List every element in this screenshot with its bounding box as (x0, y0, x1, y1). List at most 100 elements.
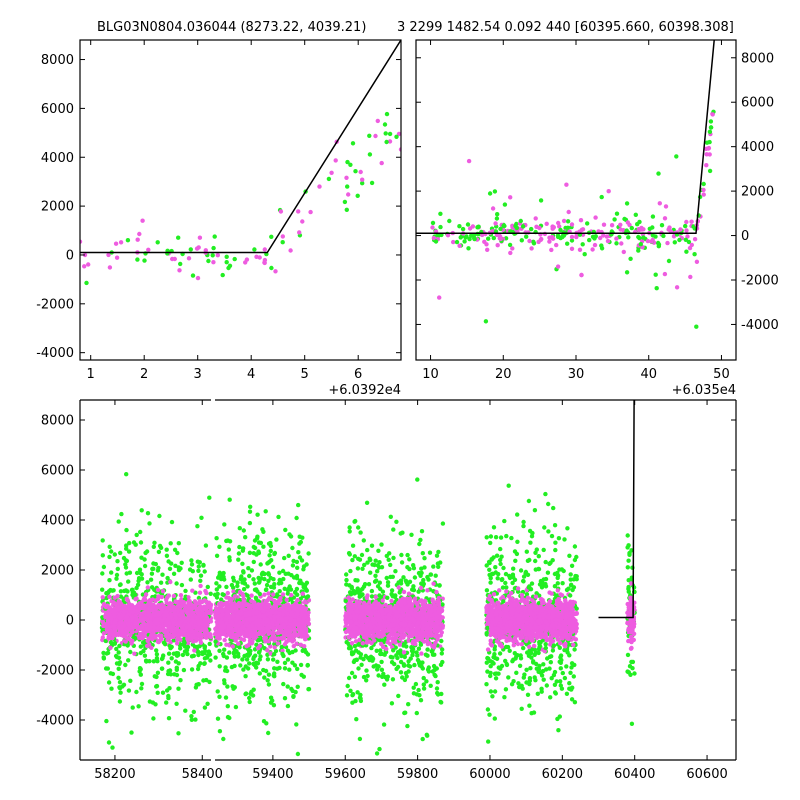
data-point-green (176, 235, 181, 240)
data-point-green (296, 550, 301, 555)
data-point-green (188, 247, 193, 252)
data-point-green (256, 549, 261, 554)
data-point-magenta (283, 629, 289, 634)
data-point-magenta (662, 216, 668, 221)
data-point-green (214, 581, 219, 586)
data-point-green (117, 582, 123, 588)
data-point-green (152, 540, 157, 545)
data-point-magenta (298, 642, 303, 647)
data-point-green (171, 638, 177, 643)
data-point-green (272, 582, 277, 587)
data-point-magenta (166, 593, 171, 598)
data-point-green (641, 235, 646, 240)
data-point-magenta (185, 635, 191, 640)
data-point-magenta (200, 627, 205, 632)
data-point-green (266, 730, 271, 736)
data-point-magenta (564, 182, 569, 187)
data-point-green (227, 555, 232, 560)
data-point-green (369, 180, 375, 186)
data-point-magenta (437, 295, 442, 300)
data-point-magenta (263, 605, 268, 610)
data-point-green (519, 238, 524, 243)
data-point-magenta (241, 637, 247, 643)
x-tick-label: 3 (194, 367, 202, 382)
x-tick-label: 10 (422, 367, 439, 382)
x-tick-label: 4 (247, 367, 255, 382)
data-point-green (261, 719, 267, 724)
data-point-green (458, 235, 463, 240)
data-point-green (686, 239, 692, 245)
data-point-magenta (197, 235, 203, 240)
data-point-green (142, 563, 148, 569)
data-point-magenta (132, 651, 137, 656)
data-point-green (462, 239, 467, 244)
data-point-green (290, 660, 295, 665)
data-point-magenta (508, 250, 513, 256)
data-point-green (106, 740, 112, 745)
data-point-green (124, 543, 129, 548)
data-point-green (405, 723, 410, 729)
data-point-magenta (154, 612, 159, 617)
data-point-magenta (569, 234, 575, 240)
x-offset-label: +6.035e4 (672, 383, 736, 398)
data-point-magenta (146, 247, 151, 252)
data-point-magenta (250, 617, 255, 622)
data-point-green (174, 672, 180, 678)
data-point-magenta (223, 617, 229, 622)
data-point-green (155, 240, 160, 245)
data-point-magenta (230, 635, 235, 640)
data-point-green (109, 549, 114, 554)
data-point-green (121, 682, 127, 687)
data-point-green (271, 703, 277, 708)
data-point-magenta (430, 225, 435, 230)
data-point-magenta (211, 260, 216, 265)
data-point-green (207, 679, 212, 685)
data-point-green (151, 659, 156, 664)
data-point-green (155, 690, 160, 695)
data-point-magenta (208, 634, 213, 640)
data-point-magenta (692, 237, 698, 242)
data-point-magenta (248, 603, 253, 608)
y-tick-label: 0 (66, 248, 74, 263)
data-point-magenta (130, 615, 135, 620)
data-point-magenta (163, 633, 169, 638)
data-point-green (247, 699, 252, 705)
data-point-magenta (283, 616, 289, 621)
data-point-magenta (248, 607, 253, 612)
data-point-green (151, 561, 156, 566)
data-point-magenta (609, 223, 615, 228)
data-point-green (247, 550, 253, 555)
data-point-green (707, 168, 713, 174)
data-point-green (202, 661, 207, 666)
data-point-green (236, 551, 242, 556)
data-point-magenta (203, 248, 208, 253)
data-point-magenta (155, 605, 160, 610)
data-point-magenta (701, 187, 706, 193)
x-offset-label: +6.0392e4 (328, 383, 401, 398)
data-point-magenta (82, 264, 87, 269)
data-point-green (154, 656, 160, 661)
data-point-green (622, 216, 627, 222)
data-point-green (249, 689, 254, 694)
data-point-green (176, 541, 181, 546)
data-point-green (196, 682, 201, 687)
data-point-magenta (490, 206, 496, 211)
data-point-green (269, 234, 274, 239)
data-point-green (299, 558, 305, 563)
data-point-magenta (189, 628, 194, 634)
data-point-magenta (555, 264, 561, 269)
data-point-green (417, 693, 422, 698)
data-point-magenta (601, 222, 607, 227)
data-point-magenta (119, 620, 124, 625)
data-point-green (159, 666, 165, 671)
y-tick-label: -2000 (741, 274, 779, 289)
data-point-green (271, 585, 277, 590)
data-point-green (383, 131, 388, 136)
data-point-magenta (155, 587, 161, 593)
data-point-green (367, 133, 372, 138)
data-point-green (139, 681, 145, 687)
data-point-green (231, 575, 236, 580)
data-point-magenta (550, 234, 555, 240)
data-point-magenta (256, 602, 261, 607)
data-point-green (238, 576, 243, 582)
